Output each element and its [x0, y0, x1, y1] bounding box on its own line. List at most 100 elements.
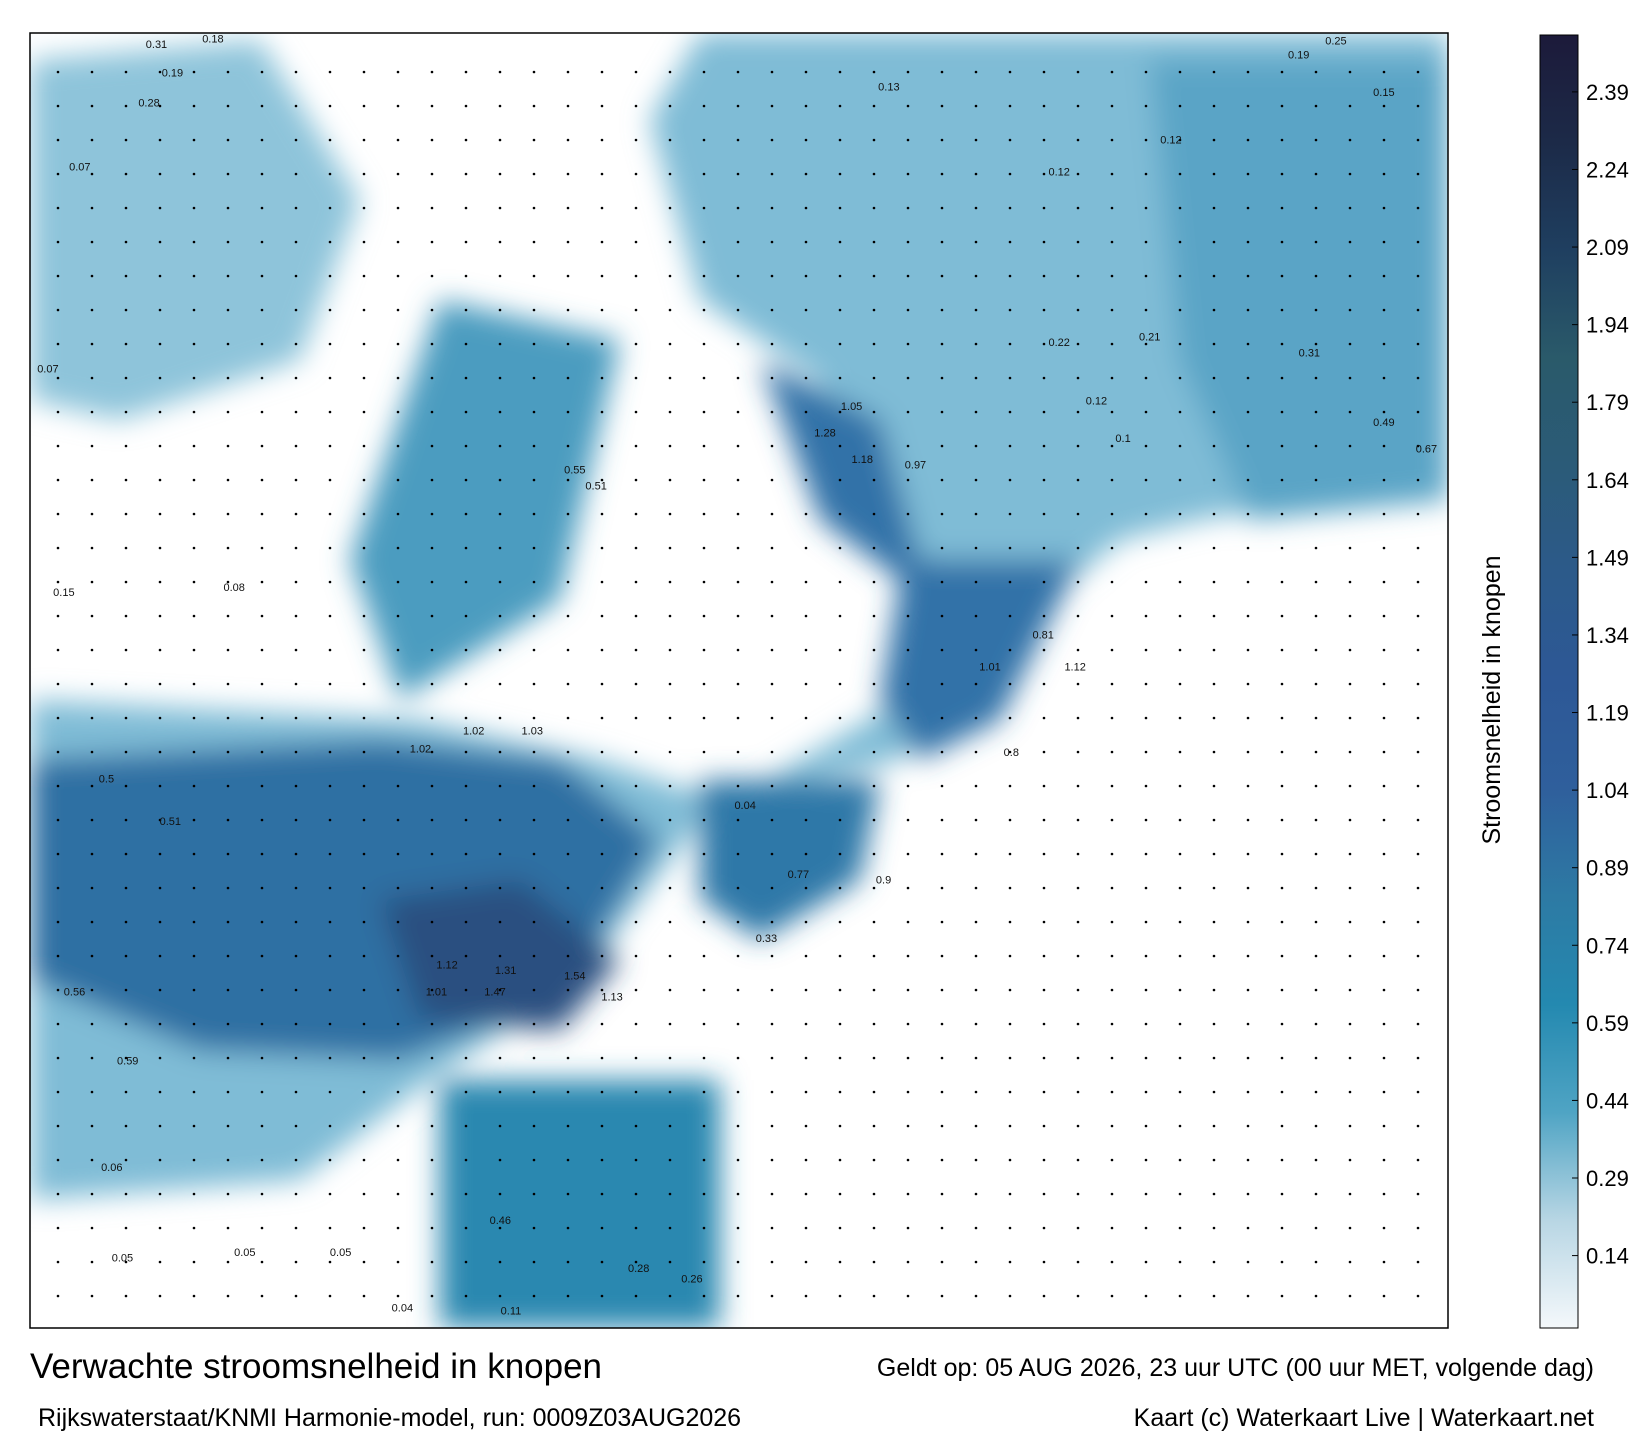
vector-dot [1246, 614, 1250, 618]
vector-dot [192, 206, 196, 210]
vector-dot [430, 274, 434, 278]
vector-dot [294, 988, 298, 992]
vector-dot [668, 648, 672, 652]
vector-dot [702, 240, 706, 244]
vector-dot [1110, 1158, 1114, 1162]
vector-dot [396, 206, 400, 210]
vector-dot [90, 546, 94, 550]
vector-dot [1348, 274, 1352, 278]
vector-dot [634, 1124, 638, 1128]
vector-dot [532, 1090, 536, 1094]
vector-dot [600, 478, 604, 482]
vector-dot [906, 954, 910, 958]
vector-dot [260, 750, 264, 754]
vector-dot [1178, 1294, 1182, 1298]
vector-dot [498, 1294, 502, 1298]
vector-dot [1382, 512, 1386, 516]
vector-dot [260, 172, 264, 176]
vector-dot [260, 1226, 264, 1230]
vector-dot [566, 784, 570, 788]
vector-dot [260, 308, 264, 312]
vector-dot [1314, 138, 1318, 142]
vector-dot [430, 444, 434, 448]
vector-dot [668, 954, 672, 958]
vector-dot [1246, 1226, 1250, 1230]
vector-dot [872, 954, 876, 958]
vector-dot [634, 172, 638, 176]
vector-dot [1076, 376, 1080, 380]
vector-dot [1110, 886, 1114, 890]
vector-dot [90, 1158, 94, 1162]
vector-dot [1280, 1260, 1284, 1264]
vector-dot [770, 172, 774, 176]
vector-dot [532, 784, 536, 788]
colorbar-tick-label: 2.09 [1586, 235, 1629, 260]
vector-dot [872, 1294, 876, 1298]
vector-dot [294, 716, 298, 720]
vector-dot [634, 138, 638, 142]
vector-dot [56, 818, 60, 822]
vector-dot [1416, 444, 1420, 448]
vector-dot [294, 1260, 298, 1264]
vector-dot [328, 206, 332, 210]
vector-dot [260, 818, 264, 822]
vector-dot [566, 716, 570, 720]
vector-dot [192, 1022, 196, 1026]
colorbar-scale [1539, 34, 1579, 1329]
vector-dot [1280, 138, 1284, 142]
vector-dot [736, 478, 740, 482]
vector-dot [940, 444, 944, 448]
colorbar-tick-label: 2.39 [1586, 80, 1629, 105]
vector-dot [1144, 784, 1148, 788]
vector-dot [702, 1192, 706, 1196]
vector-dot [464, 308, 468, 312]
vector-dot [226, 852, 230, 856]
vector-dot [1144, 1022, 1148, 1026]
vector-dot [226, 138, 230, 142]
vector-dot [90, 614, 94, 618]
vector-dot [804, 648, 808, 652]
vector-dot [1008, 104, 1012, 108]
vector-dot [566, 274, 570, 278]
vector-dot [430, 512, 434, 516]
vector-dot [566, 1124, 570, 1128]
vector-dot [90, 342, 94, 346]
vector-dot [1144, 342, 1148, 346]
vector-dot [1076, 784, 1080, 788]
vector-dot [1110, 716, 1114, 720]
vector-dot [940, 1124, 944, 1128]
vector-dot [328, 750, 332, 754]
vector-dot [1144, 1158, 1148, 1162]
vector-dot [90, 1226, 94, 1230]
vector-dot [294, 784, 298, 788]
vector-dot [158, 376, 162, 380]
vector-dot [974, 274, 978, 278]
vector-dot [328, 342, 332, 346]
vector-dot [872, 308, 876, 312]
vector-dot [260, 716, 264, 720]
vector-dot [1280, 648, 1284, 652]
vector-dot [770, 852, 774, 856]
vector-dot [90, 1192, 94, 1196]
vector-dot [294, 410, 298, 414]
vector-dot [940, 852, 944, 856]
vector-dot [294, 750, 298, 754]
vector-dot [1314, 954, 1318, 958]
vector-dot [1246, 512, 1250, 516]
vector-dot [872, 988, 876, 992]
vector-dot [396, 716, 400, 720]
vector-dot [668, 716, 672, 720]
vector-dot [872, 376, 876, 380]
vector-dot [430, 308, 434, 312]
vector-dot [294, 852, 298, 856]
vector-dot [498, 954, 502, 958]
vector-dot [1144, 376, 1148, 380]
vector-dot [464, 648, 468, 652]
vector-dot [56, 478, 60, 482]
vector-dot [396, 954, 400, 958]
vector-dot [328, 70, 332, 74]
vector-dot [294, 342, 298, 346]
current-label: 1.01 [426, 986, 447, 998]
vector-dot [1314, 308, 1318, 312]
vector-dot [1008, 1022, 1012, 1026]
